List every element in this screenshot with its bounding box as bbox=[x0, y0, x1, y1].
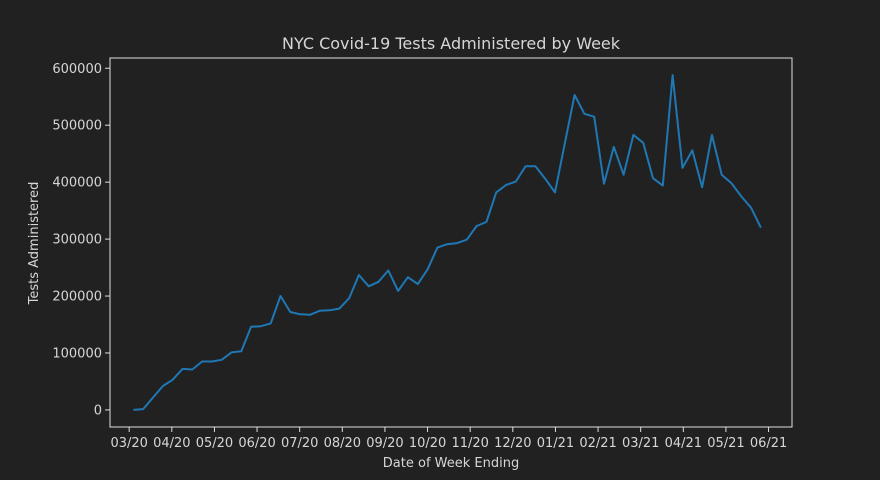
x-tick-label: 03/21 bbox=[622, 436, 659, 451]
x-tick-label: 02/21 bbox=[579, 436, 616, 451]
y-tick-label: 100000 bbox=[52, 346, 102, 361]
x-tick-label: 11/20 bbox=[451, 436, 488, 451]
x-tick-label: 09/20 bbox=[366, 436, 403, 451]
x-tick-label: 05/21 bbox=[707, 436, 744, 451]
x-tick-label: 06/20 bbox=[238, 436, 275, 451]
x-tick-label: 04/20 bbox=[153, 436, 190, 451]
x-tick-label: 05/20 bbox=[196, 436, 233, 451]
series-line bbox=[133, 74, 762, 411]
x-tick-label: 07/20 bbox=[281, 436, 318, 451]
y-tick-label: 300000 bbox=[52, 233, 102, 248]
x-tick-label: 10/20 bbox=[409, 436, 446, 451]
y-axis-label: Tests Administered bbox=[27, 182, 42, 306]
x-tick-label: 12/20 bbox=[494, 436, 531, 451]
x-tick-label: 06/21 bbox=[750, 436, 787, 451]
x-axis-label: Date of Week Ending bbox=[383, 456, 519, 471]
x-tick-label: 01/21 bbox=[537, 436, 574, 451]
plot-area bbox=[109, 57, 793, 428]
y-axis: 0 100000 200000 300000 400000 500000 600000 bbox=[52, 62, 110, 418]
y-tick-label: 600000 bbox=[52, 62, 102, 77]
x-axis: 03/20 04/20 05/20 06/20 07/20 08/20 09/20 10/20… bbox=[110, 427, 787, 451]
chart-title: NYC Covid-19 Tests Administered by Week bbox=[282, 34, 621, 53]
y-tick-label: 0 bbox=[94, 403, 102, 418]
x-tick-label: 04/21 bbox=[665, 436, 702, 451]
y-tick-label: 400000 bbox=[52, 176, 102, 191]
x-tick-label: 03/20 bbox=[110, 436, 147, 451]
y-tick-label: 500000 bbox=[52, 119, 102, 134]
y-tick-label: 200000 bbox=[52, 290, 102, 305]
x-tick-label: 08/20 bbox=[324, 436, 361, 451]
